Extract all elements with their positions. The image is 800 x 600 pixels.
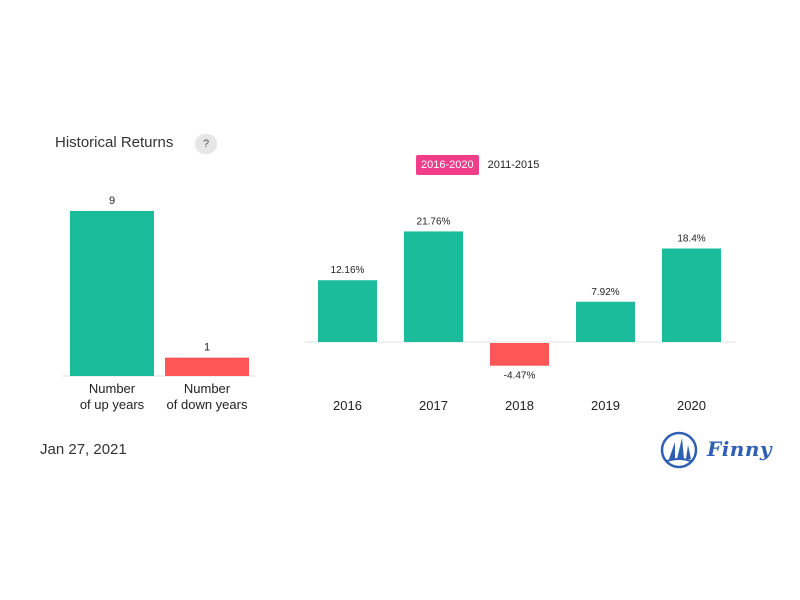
chart-title: Historical Returns xyxy=(55,134,174,151)
as-of-date: Jan 27, 2021 xyxy=(40,441,127,458)
category-label-up-years: Number xyxy=(89,381,136,396)
brand-name: Finny xyxy=(707,437,772,461)
data-label-2020: 18.4% xyxy=(677,234,705,245)
finny-brand: Finny xyxy=(660,430,772,472)
bar-2019 xyxy=(576,301,635,342)
category-label-down-years: of down years xyxy=(167,397,248,412)
year-label-2017: 2017 xyxy=(419,398,448,413)
tab-2011-2015[interactable]: 2011-2015 xyxy=(487,159,540,171)
help-button[interactable]: ? xyxy=(195,134,217,154)
sailboat-logo-icon xyxy=(660,431,698,469)
data-label-2019: 7.92% xyxy=(591,287,619,298)
category-label-down-years: Number xyxy=(184,381,231,396)
data-label-2017: 21.76% xyxy=(417,216,451,227)
bar-up-years xyxy=(70,211,154,376)
category-label-up-years: of up years xyxy=(80,397,145,412)
year-label-2020: 2020 xyxy=(677,398,706,413)
bar-2016 xyxy=(318,280,377,342)
data-label-2016: 12.16% xyxy=(331,265,365,276)
bar-2020 xyxy=(662,248,721,342)
data-label-2018: -4.47% xyxy=(504,371,536,382)
tab-2016-2020[interactable]: 2016-2020 xyxy=(416,155,479,175)
data-label-up-years: 9 xyxy=(109,195,115,207)
bar-2018 xyxy=(490,343,549,366)
year-label-2016: 2016 xyxy=(333,398,362,413)
bar-down-years xyxy=(165,357,249,376)
period-tabs: 2016-2020 2011-2015 xyxy=(416,155,544,175)
data-label-down-years: 1 xyxy=(204,342,210,354)
year-label-2018: 2018 xyxy=(505,398,534,413)
bar-2017 xyxy=(404,231,463,342)
year-label-2019: 2019 xyxy=(591,398,620,413)
